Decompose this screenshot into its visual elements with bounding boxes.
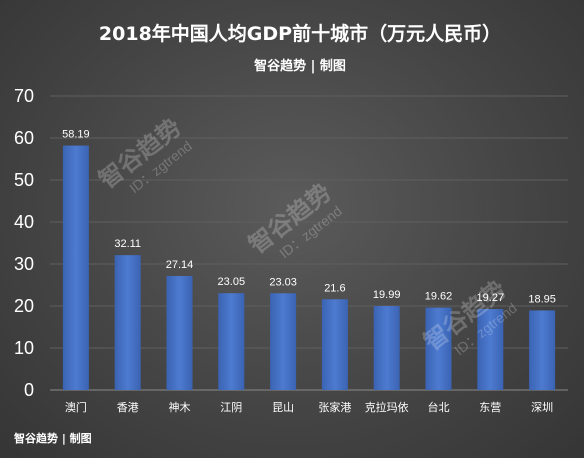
bar bbox=[270, 293, 297, 390]
data-label: 21.6 bbox=[324, 282, 345, 294]
data-label: 19.99 bbox=[373, 289, 401, 301]
data-label: 32.11 bbox=[114, 238, 141, 250]
bar bbox=[321, 299, 348, 390]
chart-title: 2018年中国人均GDP前十城市（万元人民币） bbox=[99, 22, 501, 45]
bar bbox=[114, 255, 141, 390]
data-label: 23.03 bbox=[269, 276, 297, 288]
data-labels: 58.19 32.11 27.14 23.05 23.03 21.6 19.99 19.62 1… bbox=[62, 129, 556, 306]
bar bbox=[425, 307, 452, 390]
x-axis: 澳门 香港 神木 江阴 昆山 张家港 克拉玛依 台北 东营 深圳 bbox=[65, 400, 553, 414]
y-tick-label: 20 bbox=[14, 296, 34, 316]
y-tick-label: 0 bbox=[24, 380, 34, 400]
y-tick-label: 50 bbox=[14, 170, 34, 190]
x-tick-label: 深圳 bbox=[531, 401, 553, 414]
x-tick-label: 江阴 bbox=[220, 401, 242, 414]
footer-credit: 智谷趋势 | 制图 bbox=[14, 431, 92, 445]
data-label: 27.14 bbox=[166, 259, 194, 271]
y-axis: 0 10 20 30 40 50 60 70 bbox=[14, 86, 34, 400]
bars bbox=[62, 145, 556, 390]
x-tick-label: 香港 bbox=[117, 401, 139, 414]
x-tick-label: 神木 bbox=[169, 400, 191, 414]
y-tick-label: 70 bbox=[14, 86, 34, 106]
bar bbox=[477, 309, 504, 390]
data-label: 23.05 bbox=[218, 276, 246, 288]
bar bbox=[373, 306, 400, 390]
y-tick-label: 40 bbox=[14, 212, 34, 232]
data-label: 19.62 bbox=[425, 291, 453, 303]
x-tick-label: 克拉玛依 bbox=[365, 400, 409, 414]
bar bbox=[218, 293, 245, 390]
bar bbox=[62, 145, 89, 390]
y-tick-label: 60 bbox=[14, 128, 34, 148]
x-tick-label: 张家港 bbox=[318, 400, 351, 414]
x-tick-label: 台北 bbox=[428, 400, 450, 414]
data-label: 18.95 bbox=[528, 293, 556, 305]
bar bbox=[166, 276, 193, 390]
data-label: 58.19 bbox=[62, 129, 90, 141]
x-tick-label: 昆山 bbox=[272, 401, 294, 414]
chart-subtitle: 智谷趋势 | 制图 bbox=[254, 58, 346, 74]
data-label: 19.27 bbox=[477, 292, 505, 304]
y-tick-label: 10 bbox=[14, 338, 34, 358]
x-tick-label: 东营 bbox=[479, 400, 501, 414]
x-tick-label: 澳门 bbox=[65, 400, 87, 414]
y-tick-label: 30 bbox=[14, 254, 34, 274]
bar bbox=[529, 310, 556, 390]
